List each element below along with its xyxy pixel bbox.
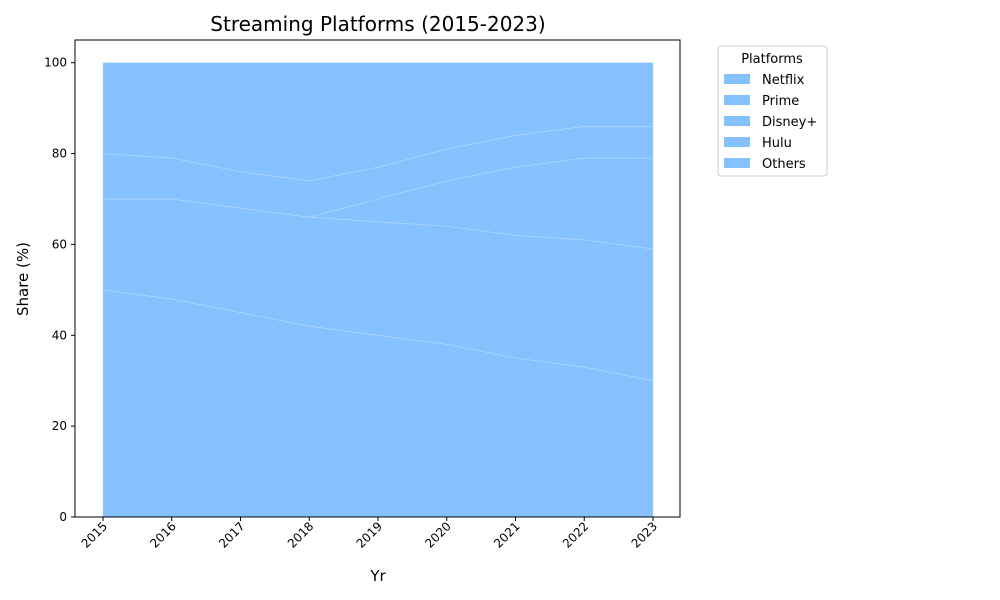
y-axis-title: Share (%) xyxy=(14,242,32,316)
y-tick-label: 0 xyxy=(59,510,67,524)
chart-title: Streaming Platforms (2015-2023) xyxy=(210,12,545,36)
legend-swatch-hulu xyxy=(724,137,750,147)
y-tick-label: 40 xyxy=(52,328,67,342)
x-tick-label: 2021 xyxy=(491,519,522,550)
legend-label-others: Others xyxy=(762,157,806,172)
y-axis: 0 20 40 60 80 100 xyxy=(44,56,75,524)
legend-label-hulu: Hulu xyxy=(762,136,792,151)
legend-swatch-prime xyxy=(724,95,750,105)
x-tick-label: 2018 xyxy=(285,519,316,550)
x-tick-label: 2019 xyxy=(354,519,385,550)
legend: Platforms Netflix Prime Disney+ Hulu Others xyxy=(717,45,828,177)
y-tick-label: 100 xyxy=(44,56,67,70)
legend-label-prime: Prime xyxy=(762,94,799,109)
x-tick-label: 2023 xyxy=(629,519,660,550)
area-others xyxy=(102,62,654,182)
legend-title: Platforms xyxy=(741,52,803,67)
x-axis: 2015 2016 2017 2018 2019 2020 2021 2022 2023 xyxy=(79,517,660,551)
legend-swatch-disney xyxy=(724,116,750,126)
x-tick-label: 2017 xyxy=(216,519,247,550)
y-tick-label: 60 xyxy=(52,237,67,251)
y-tick-label: 80 xyxy=(52,147,67,161)
y-tick-label: 20 xyxy=(52,419,67,433)
x-axis-title: Yr xyxy=(369,567,386,585)
x-tick-label: 2016 xyxy=(147,519,178,550)
legend-swatch-others xyxy=(724,158,750,168)
x-tick-label: 2020 xyxy=(422,519,453,550)
legend-label-netflix: Netflix xyxy=(762,73,805,88)
legend-label-disney: Disney+ xyxy=(762,115,817,130)
x-tick-label: 2022 xyxy=(560,519,591,550)
x-tick-label: 2015 xyxy=(79,519,110,550)
legend-swatch-netflix xyxy=(724,74,750,84)
area-layer xyxy=(102,62,654,518)
